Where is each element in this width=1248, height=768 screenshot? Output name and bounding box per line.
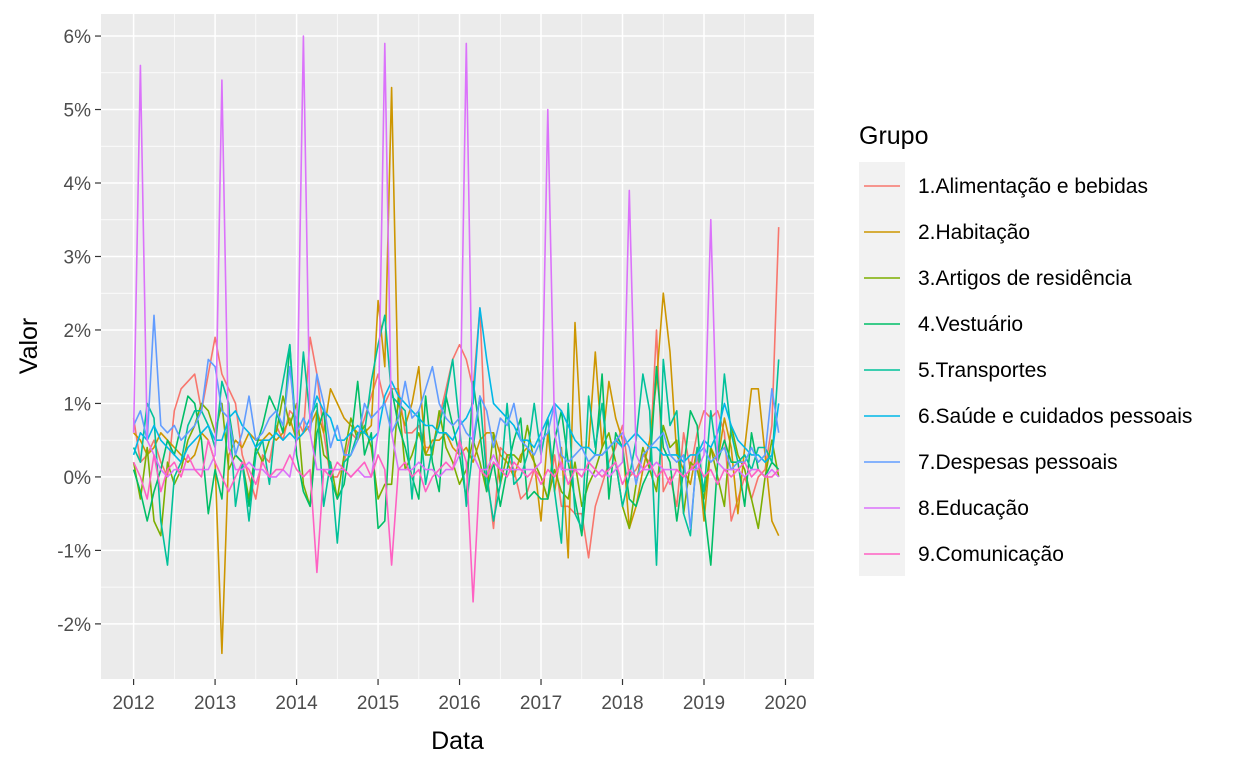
series-line-despesas-pessoais xyxy=(132,314,780,530)
series-line-vestuario xyxy=(132,343,780,566)
legend-label: 8.Educação xyxy=(918,497,1029,520)
y-tick-label: 4% xyxy=(64,174,92,195)
legend-label: 2.Habitação xyxy=(918,221,1030,244)
series-lines xyxy=(132,35,780,655)
series-line-habitacao xyxy=(133,86,780,655)
legend-label: 6.Saúde e cuidados pessoais xyxy=(918,405,1192,428)
legend: Grupo 1.Alimentação e bebidas 2.Habitação… xyxy=(859,122,1192,576)
y-tick-label: 0% xyxy=(64,468,92,489)
x-tick-label: 2019 xyxy=(683,693,725,714)
x-tick-label: 2015 xyxy=(357,693,399,714)
y-tick-label: 2% xyxy=(64,321,92,342)
x-tick-label: 2013 xyxy=(194,693,236,714)
legend-label: 1.Alimentação e bebidas xyxy=(918,175,1148,198)
x-tick-label: 2016 xyxy=(438,693,480,714)
y-tick-label: 3% xyxy=(64,247,92,268)
legend-label: 3.Artigos de residência xyxy=(918,267,1132,290)
y-tick-label: 5% xyxy=(64,101,92,122)
series-line-educacao xyxy=(132,35,780,478)
plot-panel xyxy=(101,14,814,679)
y-tick-label: 1% xyxy=(64,394,92,415)
legend-label: 5.Transportes xyxy=(918,359,1047,382)
x-tick-label: 2012 xyxy=(112,693,154,714)
series-line-comunicacao xyxy=(132,439,780,603)
legend-title: Grupo xyxy=(859,122,928,150)
y-axis-title: Valor xyxy=(15,318,43,375)
x-tick-label: 2020 xyxy=(764,693,806,714)
legend-label: 7.Despesas pessoais xyxy=(918,451,1118,474)
x-axis-title: Data xyxy=(431,727,484,755)
legend-key-background xyxy=(859,162,905,576)
series-line-saude-e-cuidados-pessoais xyxy=(132,307,780,464)
x-tick-label: 2017 xyxy=(520,693,562,714)
y-tick-label: -2% xyxy=(57,615,91,636)
y-tick-label: -1% xyxy=(57,541,91,562)
y-tick-label: 6% xyxy=(64,27,92,48)
legend-label: 9.Comunicação xyxy=(918,543,1064,566)
axes: 2012 2013 2014 2015 2016 2017 2018 2019 2020 -2% -… xyxy=(57,27,806,714)
x-tick-label: 2014 xyxy=(275,693,318,714)
legend-label: 4.Vestuário xyxy=(918,313,1023,336)
x-tick-label: 2018 xyxy=(601,693,643,714)
